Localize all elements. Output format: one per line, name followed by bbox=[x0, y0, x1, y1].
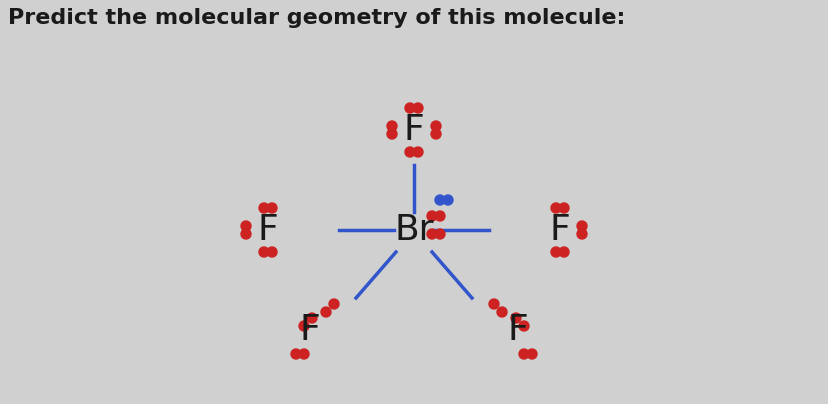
Circle shape bbox=[258, 247, 268, 257]
Circle shape bbox=[387, 129, 397, 139]
Circle shape bbox=[267, 247, 277, 257]
Circle shape bbox=[551, 247, 561, 257]
Circle shape bbox=[435, 211, 445, 221]
Circle shape bbox=[267, 203, 277, 213]
Circle shape bbox=[558, 203, 568, 213]
Circle shape bbox=[299, 321, 309, 331]
Text: Br: Br bbox=[394, 213, 433, 247]
Circle shape bbox=[299, 349, 309, 359]
Text: F: F bbox=[258, 213, 278, 247]
Circle shape bbox=[405, 103, 415, 113]
Circle shape bbox=[435, 229, 445, 239]
Circle shape bbox=[518, 349, 528, 359]
Text: F: F bbox=[403, 113, 424, 147]
Circle shape bbox=[306, 313, 316, 323]
Circle shape bbox=[258, 203, 268, 213]
Circle shape bbox=[435, 195, 445, 205]
Text: F: F bbox=[299, 313, 320, 347]
Circle shape bbox=[387, 121, 397, 131]
Circle shape bbox=[412, 147, 422, 157]
Circle shape bbox=[510, 313, 520, 323]
Circle shape bbox=[518, 321, 528, 331]
Circle shape bbox=[241, 229, 251, 239]
Circle shape bbox=[442, 195, 452, 205]
Circle shape bbox=[551, 203, 561, 213]
Circle shape bbox=[497, 307, 507, 317]
Circle shape bbox=[405, 147, 415, 157]
Circle shape bbox=[558, 247, 568, 257]
Circle shape bbox=[329, 299, 339, 309]
Circle shape bbox=[431, 129, 440, 139]
Circle shape bbox=[241, 221, 251, 231]
Circle shape bbox=[576, 229, 586, 239]
Circle shape bbox=[576, 221, 586, 231]
Circle shape bbox=[291, 349, 301, 359]
Circle shape bbox=[431, 121, 440, 131]
Circle shape bbox=[527, 349, 537, 359]
Text: Predict the molecular geometry of this molecule:: Predict the molecular geometry of this m… bbox=[8, 8, 624, 28]
Circle shape bbox=[426, 211, 436, 221]
Text: F: F bbox=[507, 313, 527, 347]
Circle shape bbox=[412, 103, 422, 113]
Circle shape bbox=[489, 299, 498, 309]
Circle shape bbox=[320, 307, 330, 317]
Circle shape bbox=[426, 229, 436, 239]
Text: F: F bbox=[549, 213, 570, 247]
